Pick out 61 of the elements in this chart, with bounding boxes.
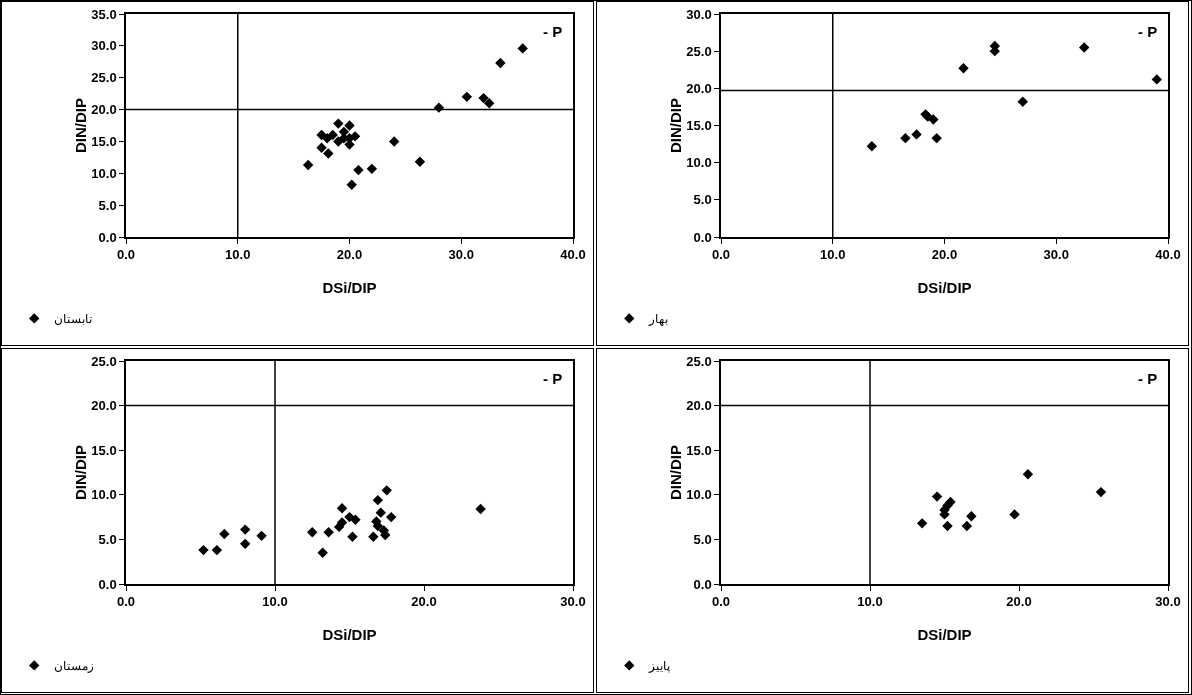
y-tick-label: 20.0 — [91, 397, 117, 413]
x-tick-label: 10.0 — [225, 247, 251, 263]
x-tick-label: 20.0 — [931, 247, 958, 263]
legend-label: بهار — [648, 312, 669, 327]
y-tick-label: 10.0 — [91, 486, 117, 502]
y-tick-label: 5.0 — [693, 531, 712, 547]
x-axis-title: DSi/DIP — [322, 625, 377, 642]
y-tick-label: 15.0 — [686, 118, 712, 134]
y-tick-label: 5.0 — [98, 197, 117, 213]
y-tick-label: 5.0 — [693, 192, 712, 208]
x-tick-label: 30.0 — [1043, 247, 1069, 263]
annotation: - P — [543, 23, 563, 40]
y-axis-title: DIN/DIP — [71, 444, 89, 500]
y-tick-label: 0.0 — [693, 229, 712, 245]
x-tick-label: 40.0 — [560, 247, 586, 263]
y-axis-title: DIN/DIP — [666, 444, 684, 500]
x-tick-label: 10.0 — [820, 247, 846, 263]
y-tick-label: 25.0 — [686, 353, 712, 369]
legend-label: پاییز — [648, 658, 671, 673]
y-tick-label: 25.0 — [91, 353, 117, 369]
annotation: - P — [1138, 369, 1158, 387]
x-axis-title: DSi/DIP — [917, 625, 972, 642]
y-axis-title: DIN/DIP — [666, 97, 684, 154]
y-tick-label: 20.0 — [686, 80, 712, 96]
x-tick-label: 30.0 — [448, 247, 474, 263]
y-tick-label: 0.0 — [693, 576, 712, 592]
legend-label: تابستان — [54, 312, 93, 327]
x-tick-label: 20.0 — [411, 593, 437, 609]
y-tick-label: 15.0 — [686, 442, 712, 458]
x-tick-label: 10.0 — [857, 593, 883, 609]
annotation: - P — [543, 369, 563, 387]
x-tick-label: 0.0 — [711, 247, 731, 263]
y-tick-label: 0.0 — [98, 229, 117, 245]
y-tick-label: 25.0 — [91, 70, 117, 86]
legend-label: زمستان — [54, 658, 95, 673]
x-tick-label: 0.0 — [116, 247, 136, 263]
y-tick-label: 30.0 — [686, 6, 712, 22]
x-tick-label: 0.0 — [116, 593, 136, 609]
y-tick-label: 20.0 — [91, 102, 117, 118]
y-tick-label: 25.0 — [686, 43, 712, 59]
x-tick-label: 20.0 — [336, 247, 363, 263]
y-tick-label: 10.0 — [91, 165, 117, 181]
x-tick-label: 20.0 — [1006, 593, 1032, 609]
x-axis-title: DSi/DIP — [322, 278, 377, 296]
x-tick-label: 30.0 — [1155, 593, 1181, 609]
y-tick-label: 5.0 — [98, 531, 117, 547]
y-axis-title: DIN/DIP — [71, 97, 89, 154]
x-tick-label: 30.0 — [560, 593, 586, 609]
y-tick-label: 10.0 — [686, 155, 712, 171]
x-tick-label: 40.0 — [1155, 247, 1181, 263]
x-tick-label: 0.0 — [711, 593, 731, 609]
annotation: - P — [1138, 23, 1158, 40]
x-tick-label: 10.0 — [262, 593, 288, 609]
y-tick-label: 30.0 — [91, 38, 117, 54]
y-tick-label: 15.0 — [91, 133, 117, 149]
y-tick-label: 35.0 — [91, 6, 117, 22]
y-tick-label: 0.0 — [98, 576, 117, 592]
x-axis-title: DSi/DIP — [917, 278, 972, 296]
y-tick-label: 20.0 — [686, 397, 712, 413]
y-tick-label: 15.0 — [91, 442, 117, 458]
y-tick-label: 10.0 — [686, 486, 712, 502]
